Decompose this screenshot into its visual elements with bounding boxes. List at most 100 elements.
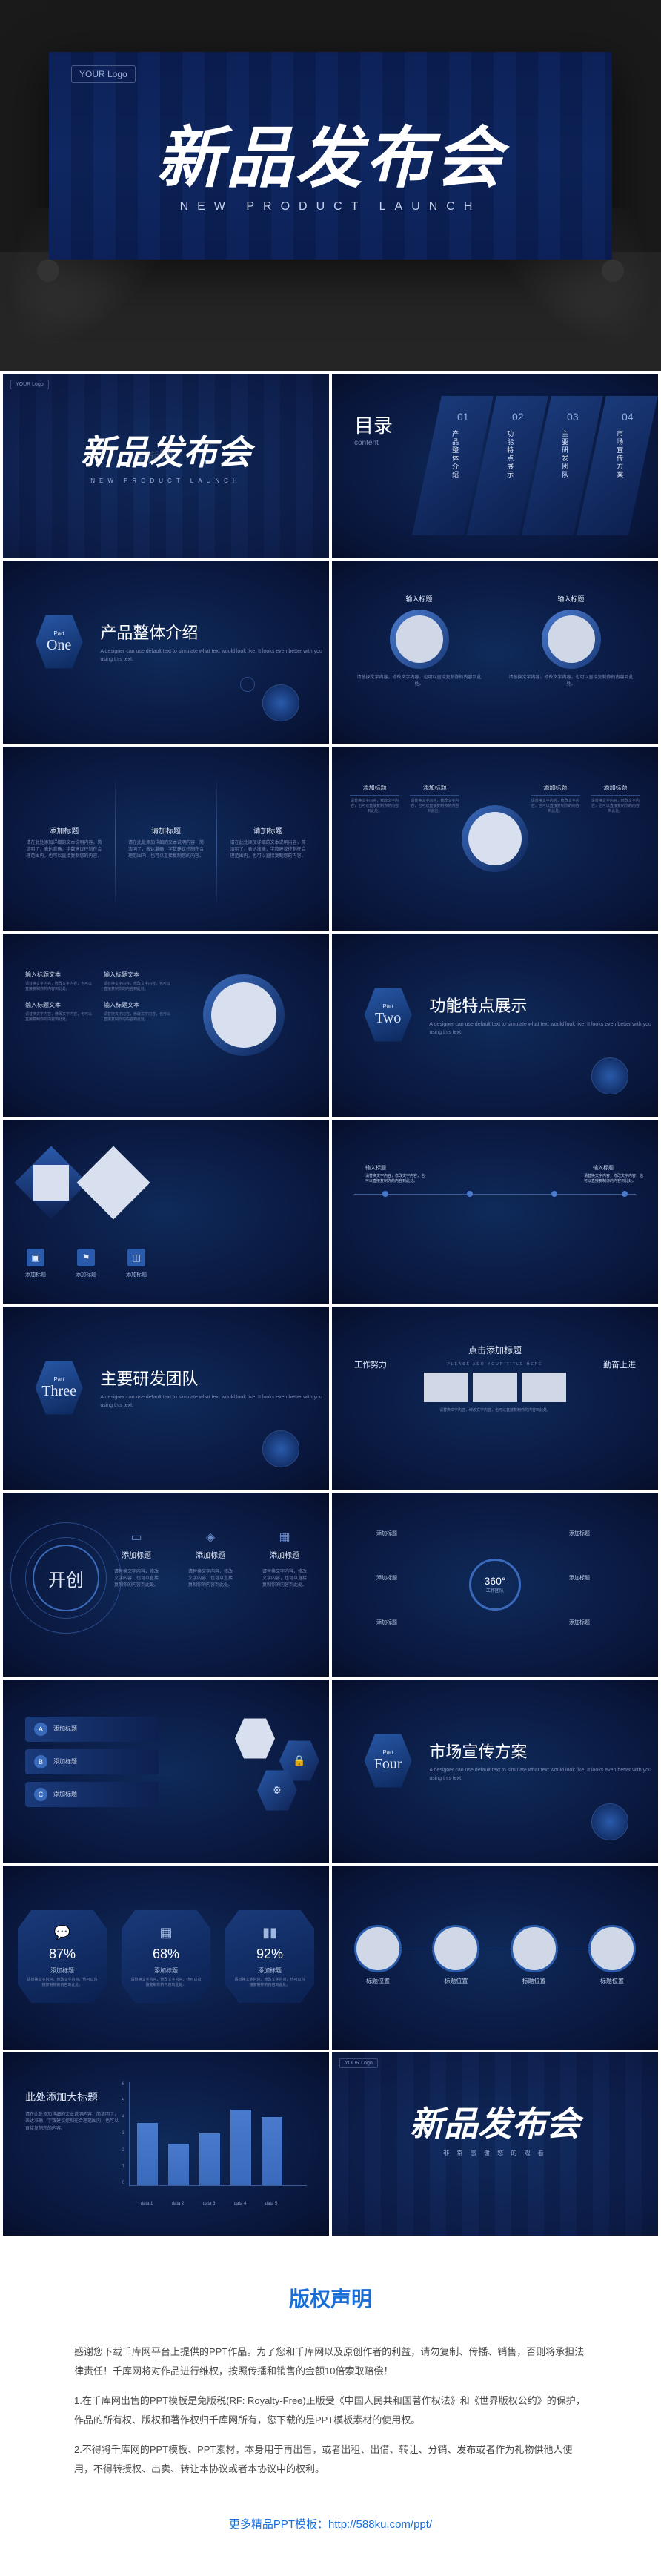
timeline-node (551, 1191, 557, 1197)
ring-label: 添加标题 (569, 1530, 614, 1537)
grid-icon: ▦ (130, 1925, 202, 1941)
item-title: 输入标题 (405, 594, 432, 604)
ring-label: 添加标题 (376, 1619, 421, 1626)
image-circle (542, 610, 601, 669)
thanks-title: 新品发布会 (332, 2097, 658, 2146)
copyright-section: 版权声明 感谢您下载千库网平台上提供的PPT作品。为了您和千库网以及原创作者的利… (0, 2239, 661, 2576)
slide-diamonds: ▣添加标题 ⚑添加标题 ◫添加标题 (3, 1120, 329, 1304)
divider (115, 776, 116, 908)
spotlight-right (602, 260, 624, 282)
placeholder-image (468, 812, 522, 865)
decor-circle (240, 677, 255, 692)
copyright-item: 2.不得将千库网的PPT模板、PPT素材，本身用于再出售，或者出租、出借、转让、… (74, 2440, 587, 2479)
tag-icon: ◈ (206, 1530, 215, 1545)
hex-badge: Part Three (33, 1358, 85, 1418)
bar-label: data 3 (199, 2202, 219, 2206)
placeholder-image (588, 1925, 636, 1972)
col-text: 请在此处添加详细的文本说明内容，简洁明了，表达准确，字数建议控制在合理范围内，也… (229, 840, 307, 860)
slide-three-cols: 添加标题 请在此处添加详细的文本说明内容，简洁明了，表达准确，字数建议控制在合理… (3, 747, 329, 931)
section-title: 功能特点展示 (429, 993, 658, 1017)
quad-item: 输入标题文本请替换文字内容，修改文字内容，也可以直接复制你的内容到此处。 (104, 971, 173, 992)
three-columns: 添加标题 请在此处添加详细的文本说明内容，简洁明了，表达准确，字数建议控制在合理… (25, 776, 307, 908)
chart-desc: 请在此处添加详细的文本说明内容，简洁明了，表达准确，字数建议控制在合理范围内，也… (25, 2112, 122, 2133)
ring-label: 添加标题 (569, 1619, 614, 1626)
y-axis: 0123456 (122, 2082, 124, 2186)
ring-label: 添加标题 (376, 1530, 421, 1537)
section-desc: A designer can use default text to simul… (429, 1021, 658, 1037)
layers-icon: ▣ (27, 1249, 44, 1266)
col-text: 请在此处添加详细的文本说明内容，简洁明了，表达准确，字数建议控制在合理范围内，也… (25, 840, 103, 860)
card: 添加标题请替换文字内容，修改文字内容，也可以直接复制你的内容到此处。 (588, 776, 643, 822)
slide-section-4: Part Four 市场宣传方案 A designer can use defa… (332, 1680, 658, 1863)
bar-label: data 4 (230, 2202, 250, 2206)
column: 请加标题 请在此处添加详细的文本说明内容，简洁明了，表达准确，字数建议控制在合理… (127, 825, 205, 860)
icon-item: ◫添加标题 (126, 1249, 147, 1281)
bar (168, 2144, 189, 2185)
center-block: 点击添加标题 PLEASE ADD YOUR TITLE HERE 请替换文字内… (421, 1344, 569, 1414)
slide-abc: A添加标题 B添加标题 C添加标题 🔒 ⚙ (3, 1680, 329, 1863)
bar (137, 2123, 158, 2184)
copyright-body: 感谢您下载千库网平台上提供的PPT作品。为了您和千库网以及原创作者的利益，请勿复… (74, 2342, 587, 2479)
stage-screen: YOUR Logo 新品发布会 NEW PRODUCT LAUNCH (49, 52, 612, 260)
chain-node: 标题位置 (354, 1925, 402, 1985)
hex-badge: Part Four (362, 1731, 414, 1791)
item-desc: 请替换文字内容，修改文字内容，也可以直接复制你的内容到此处。 (506, 675, 636, 688)
placeholder-image (522, 1373, 566, 1402)
col-text: 请在此处添加详细的文本说明内容，简洁明了，表达准确，字数建议控制在合理范围内，也… (127, 840, 205, 860)
ring-360: 360° 工作团队 (469, 1559, 521, 1611)
hex-image (233, 1717, 277, 1761)
decor-circle (591, 1803, 628, 1840)
chart-title: 此处添加大标题 (25, 2090, 98, 2104)
icon-item: ▦添加标题请替换文字内容，修改文字内容，也可以直接复制你的内容到此处。 (262, 1530, 307, 1589)
slide-work-study: 工作努力 勤奋上进 点击添加标题 PLEASE ADD YOUR TITLE H… (332, 1307, 658, 1490)
section-header: Part Three 主要研发团队 A designer can use def… (33, 1358, 329, 1418)
circle-box: 输入标题 请替换文字内容，修改文字内容，也可以直接复制你的内容到此处。 (354, 594, 484, 688)
placeholder-image (473, 1373, 517, 1402)
slide-title: YOUR Logo 新品发布会 NEW PRODUCT LAUNCH 千库网 (3, 374, 329, 558)
pct-card: ▦68%添加标题请替换文字内容，修改文字内容，也可以直接复制你的内容到此处。 (122, 1910, 210, 2003)
quad-item: 输入标题文本请替换文字内容，修改文字内容，也可以直接复制你的内容到此处。 (25, 971, 95, 992)
chain-node: 标题位置 (588, 1925, 636, 1985)
timeline-desc: 请替换文字内容，修改文字内容，也可以直接复制你的内容到此处。 (584, 1173, 643, 1183)
center-desc: 请替换文字内容，修改文字内容，也可以直接复制你的内容到此处。 (439, 1408, 551, 1414)
bar (230, 2110, 251, 2184)
placeholder-image (511, 1925, 558, 1972)
kai-circle: 开创 (33, 1545, 99, 1611)
slide-two-circles: 输入标题 请替换文字内容，修改文字内容，也可以直接复制你的内容到此处。 输入标题… (332, 561, 658, 744)
bar-label: data 5 (261, 2202, 282, 2206)
section-header: Part Two 功能特点展示 A designer can use defau… (362, 985, 658, 1045)
section-header: Part Four 市场宣传方案 A designer can use defa… (362, 1731, 658, 1791)
section-title: 产品整体介绍 (100, 620, 329, 644)
slide-section-1: Part One 产品整体介绍 A designer can use defau… (3, 561, 329, 744)
chain-node: 标题位置 (432, 1925, 479, 1985)
bars-icon: ▮▮ (234, 1925, 305, 1941)
chain-node: 标题位置 (511, 1925, 558, 1985)
bar-label: data 1 (136, 2202, 157, 2206)
toc-items: 01产品整体介绍 02功能特点展示 03主要研发团队 04市场宣传方案 (427, 396, 643, 535)
bar (262, 2117, 282, 2184)
slide-bar-chart: 此处添加大标题 请在此处添加详细的文本说明内容，简洁明了，表达准确，字数建议控制… (3, 2052, 329, 2236)
copyright-title: 版权声明 (74, 2283, 587, 2313)
column: 添加标题 请在此处添加详细的文本说明内容，简洁明了，表达准确，字数建议控制在合理… (25, 825, 103, 860)
quad-item: 输入标题文本请替换文字内容，修改文字内容，也可以直接复制你的内容到此处。 (25, 1001, 95, 1023)
placeholder-image (432, 1925, 479, 1972)
thanks-sub: 非 常 感 谢 您 的 观 看 (332, 2149, 658, 2157)
title-sub: NEW PRODUCT LAUNCH (3, 478, 329, 484)
center-circle (462, 805, 528, 872)
placeholder-image (33, 1165, 69, 1201)
decor-circle (591, 1057, 628, 1094)
slide-chain: 标题位置 标题位置 标题位置 标题位置 (332, 1866, 658, 2050)
side-circle (203, 974, 285, 1056)
timeline-label: 输入标题 (593, 1164, 614, 1172)
slide-quad: 输入标题文本请替换文字内容，修改文字内容，也可以直接复制你的内容到此处。 输入标… (3, 934, 329, 1117)
item-title: 输入标题 (557, 594, 584, 604)
center-sub: PLEASE ADD YOUR TITLE HERE (447, 1362, 542, 1367)
placeholder-image (396, 615, 443, 663)
icon-item: ▣添加标题 (25, 1249, 46, 1281)
copyright-more: 更多精品PPT模板：http://588ku.com/ppt/ (74, 2516, 587, 2532)
quad-item: 输入标题文本请替换文字内容，修改文字内容，也可以直接复制你的内容到此处。 (104, 1001, 173, 1023)
diamond-row (25, 1157, 139, 1209)
column: 请加标题 请在此处添加详细的文本说明内容，简洁明了，表达准确，字数建议控制在合理… (229, 825, 307, 860)
diamond (77, 1146, 150, 1220)
chart-icon: ◫ (127, 1249, 145, 1266)
